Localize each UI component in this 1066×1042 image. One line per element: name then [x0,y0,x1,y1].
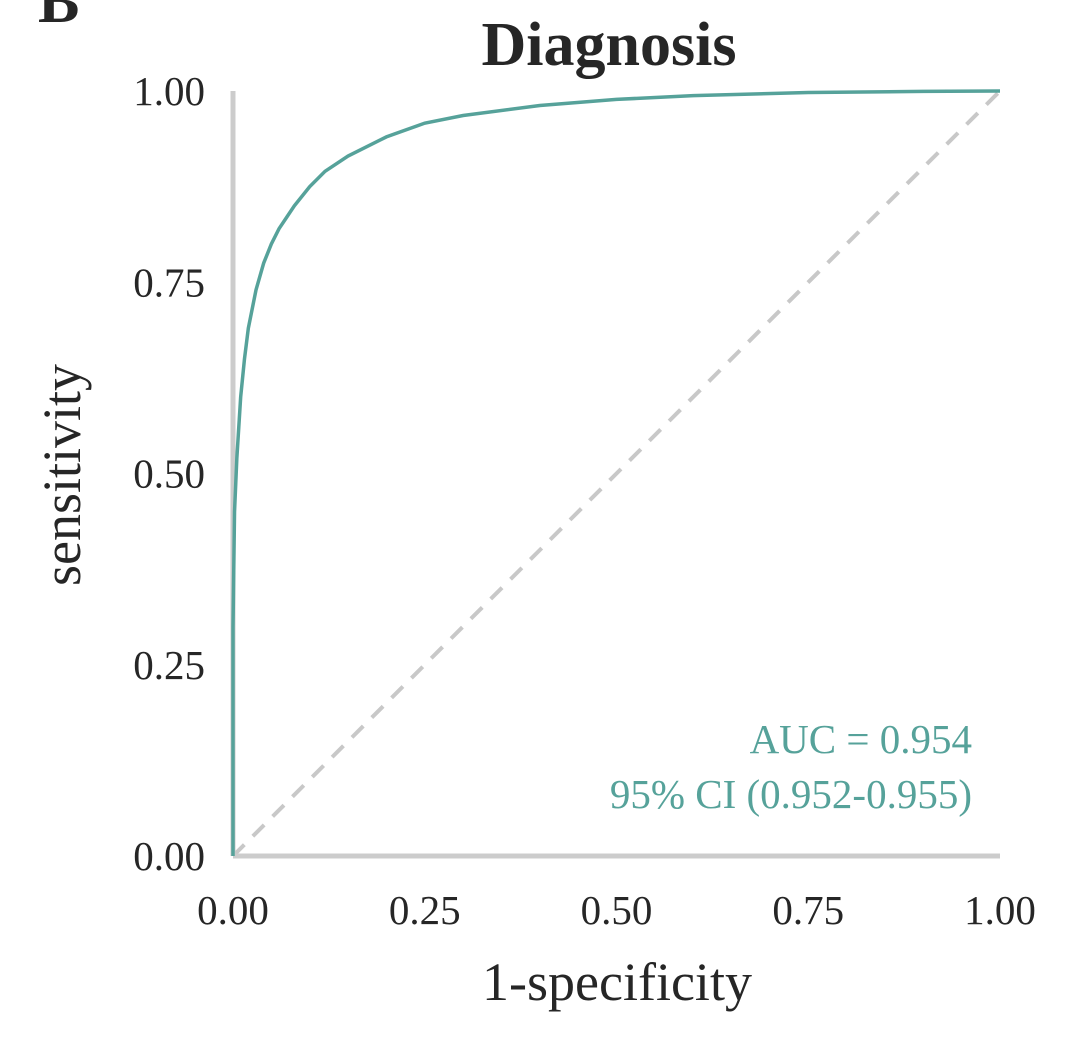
x-axis-label: 1-specificity [482,952,752,1012]
chart-title: Diagnosis [482,11,737,79]
y-tick-label: 1.00 [133,68,205,114]
x-tick-label: 0.25 [389,887,461,933]
panel-label: B [38,0,79,36]
auc-annotation: AUC = 0.954 [750,716,972,762]
y-tick-label: 0.00 [133,833,205,879]
x-tick-label: 0.00 [197,887,269,933]
x-tick-label: 0.75 [772,887,844,933]
y-axis-label: sensitivity [32,364,92,586]
y-tick-label: 0.75 [133,259,205,305]
roc-curve-series [231,89,1001,856]
x-tick-label: 0.50 [581,887,653,933]
x-tick-label: 1.00 [964,887,1036,933]
x-tick-labels: 0.00 0.25 0.50 0.75 1.00 [197,887,1036,933]
y-tick-labels: 0.00 0.25 0.50 0.75 1.00 [133,68,205,879]
y-tick-label: 0.25 [133,642,205,688]
ci-annotation: 95% CI (0.952-0.955) [610,771,972,817]
reference-diagonal-line [231,89,1002,858]
y-tick-label: 0.50 [133,451,205,497]
